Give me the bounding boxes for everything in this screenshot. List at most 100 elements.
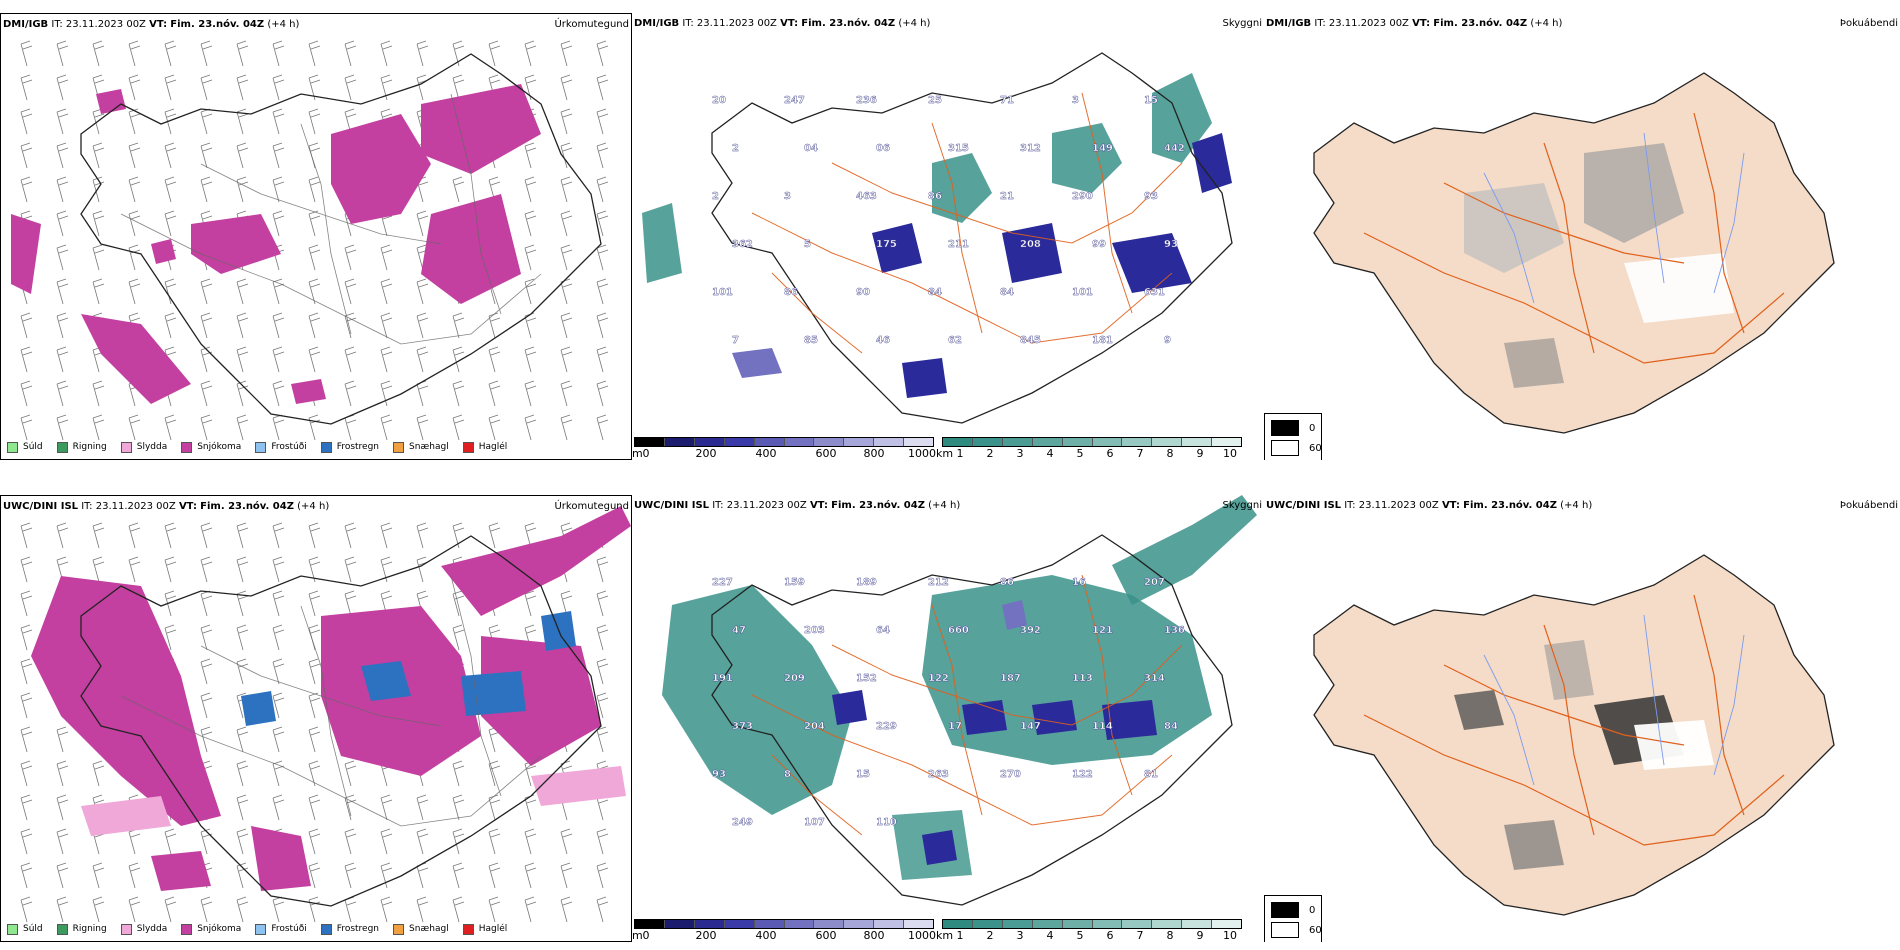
visibility-value-label: 110 [876,817,897,828]
wind-barb [164,590,177,617]
wind-barb [380,522,393,549]
wind-barb [488,862,501,889]
wind-barb [308,828,321,855]
colorbar-cell [1182,920,1213,928]
wind-barb [56,380,69,407]
wind-barb [236,522,249,549]
legend-swatch [320,923,332,935]
wind-barb [596,346,609,373]
tick-label: 1000 [908,929,936,942]
wind-barb [164,312,177,339]
visibility-value-label: 86 [1000,577,1014,588]
model-name: DMI/IGB [1266,18,1312,29]
wind-barb [380,40,393,67]
wind-barb [308,346,321,373]
colorbar-cell [635,920,665,928]
wind-barb [308,794,321,821]
wind-barb [20,40,33,67]
visibility-value-label: 7 [732,335,739,346]
visibility-panel-row1: DMI/IGB IT: 23.11.2023 00Z VT: Fim. 23.n… [632,13,1264,460]
valid-time-label: VT: [178,501,197,512]
wind-barb [164,828,177,855]
tick-label: 10 [1223,447,1237,460]
visibility-value-label: 312 [1020,143,1041,154]
tick-label: 200 [695,447,717,460]
wind-barb [416,828,429,855]
colorbar-cell [1032,438,1063,446]
visibility-colorbar: km 1 2 3 4 5 6 7 8 9 10 [936,437,1242,460]
valid-time: Fim. 23.nóv. 04Z [1463,500,1557,511]
panel-title: Þokuábendi [1839,500,1898,511]
legend-item: Frostregn [320,921,379,937]
valid-time: Fim. 23.nóv. 04Z [200,501,294,512]
init-time-label: IT: [712,500,724,511]
visibility-value-label: 362 [732,239,753,250]
legend-swatch [462,923,474,935]
wind-barb [200,108,213,135]
colorbar-cells [634,437,934,447]
tick-label: 4 [1046,447,1054,460]
wind-barb [560,278,573,305]
visibility-value-label: 85 [804,335,818,346]
wind-barb [596,624,609,651]
visibility-value-label: 20 [712,95,726,106]
visibility-value-label: 229 [876,721,897,732]
tick-label: 5 [1076,929,1084,942]
wind-barb [200,346,213,373]
tick-label: 7 [1136,447,1144,460]
coastline [711,52,1233,424]
wind-barb [272,74,285,101]
visibility-value-label: 21 [1000,191,1014,202]
wind-barb [344,244,357,271]
wind-barb [236,380,249,407]
legend-item: Snjókoma [181,439,241,455]
wind-barb [56,74,69,101]
init-time: 23.11.2023 00Z [696,18,777,29]
colorbar-cell [904,438,934,446]
visibility-value-label: 270 [1000,769,1021,780]
wind-barb [416,346,429,373]
wind-barb [596,142,609,169]
wind-barb [200,556,213,583]
legend-swatch [7,923,18,935]
legend-swatch [181,923,193,935]
wind-barb [20,794,33,821]
wind-barb [488,346,501,373]
wind-barb [20,726,33,753]
wind-barb [236,760,249,787]
tick-label: 9 [1196,447,1204,460]
wind-barb [524,346,537,373]
wind-barb [596,658,609,685]
visibility-value-label: 159 [784,577,805,588]
wind-barb [416,556,429,583]
visibility-value-label: 99 [1092,239,1106,250]
tick-label: 8 [1166,447,1174,460]
colorbar-cell [1122,438,1153,446]
wind-barb [560,414,573,441]
tick-label: 4 [1046,929,1054,942]
visibility-value-label: 84 [1164,721,1178,732]
wind-barb [272,794,285,821]
wind-barb [92,380,105,407]
wind-barb [236,624,249,651]
init-time: 23.11.2023 00Z [726,500,807,511]
wind-barb [596,590,609,617]
wind-barb [416,896,429,923]
lead-time: (+4 h) [928,500,961,511]
wind-barb [272,624,285,651]
wind-barb [128,828,141,855]
wind-barb [344,74,357,101]
wind-barb [200,726,213,753]
wind-barb [416,312,429,339]
wind-barb [92,40,105,67]
wind-barb [308,726,321,753]
visibility-value-label: 16 [1072,577,1086,588]
visibility-value-label: 84 [928,287,942,298]
model-name: DMI/IGB [3,19,49,30]
wind-barb [560,896,573,923]
wind-barb [344,346,357,373]
wind-barb [200,40,213,67]
colorbar-cell [754,920,785,928]
